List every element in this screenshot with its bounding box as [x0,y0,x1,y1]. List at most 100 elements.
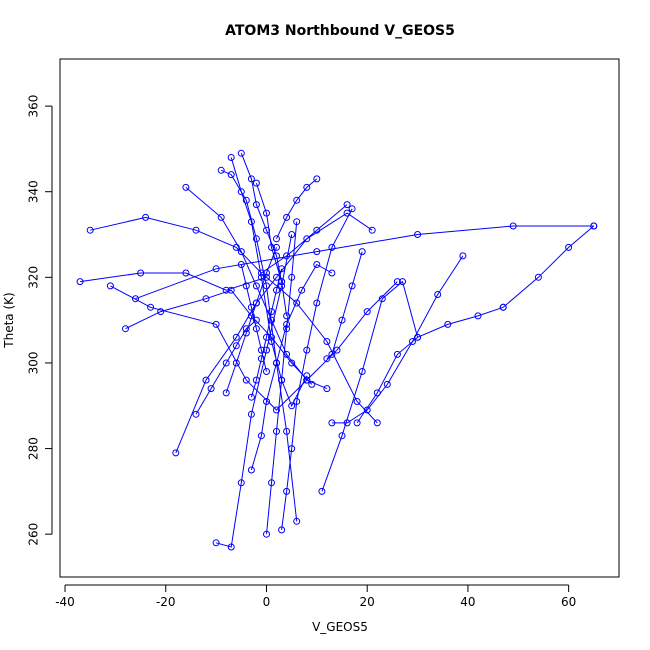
data-point [247,393,255,401]
data-point [227,171,235,179]
data-point [368,226,376,234]
data-point [409,338,416,345]
data-point [303,346,311,354]
data-point [313,299,321,307]
data-point [232,333,240,341]
data-point [499,303,507,311]
data-point [358,368,366,375]
data-point [283,427,291,435]
data-point [232,342,240,350]
x-tick-label: 60 [561,595,576,609]
x-tick-label: -20 [156,595,176,609]
x-axis-label: V_GEOS5 [312,620,368,634]
data-point [303,183,311,191]
data-point [202,376,210,384]
y-tick-label: 260 [27,523,41,546]
data-point [509,222,517,230]
data-point [414,333,422,341]
data-point [257,346,265,354]
data-point [393,278,401,286]
data-point [378,295,386,303]
data-point [263,368,270,375]
y-tick-label: 360 [27,95,41,118]
x-tick-label: 40 [460,595,475,609]
data-point [283,325,291,333]
data-point [373,419,381,427]
data-point [268,316,275,324]
data-point [343,419,351,427]
data-point [263,226,270,234]
data-point [212,320,220,328]
data-point [348,282,356,290]
data-point [283,213,291,221]
data-point [273,235,280,243]
data-point [222,286,230,294]
data-point [308,380,316,388]
data-point [207,385,215,393]
y-tick-label: 280 [27,437,41,460]
plot-frame [59,58,620,578]
data-point [293,299,301,307]
series-line [250,263,333,471]
data-point [348,205,356,213]
data-point [263,333,270,341]
data-point [157,308,165,316]
y-tick-label: 300 [27,351,41,374]
data-point [268,479,275,487]
data-point [268,308,275,316]
data-point [263,269,270,277]
data-point [247,303,255,311]
data-point [278,278,286,286]
data-point [237,188,245,196]
data-point [298,286,306,294]
data-point [192,410,200,418]
data-point [137,269,145,277]
data-point [263,209,270,217]
data-point [227,154,235,161]
series-line [326,251,363,360]
data-point [212,539,220,547]
y-tick-label: 340 [27,180,41,203]
data-point [217,213,225,221]
data-point [328,269,336,277]
chart-title: ATOM3 Northbound V_GEOS5 [225,23,455,39]
data-point [278,265,286,273]
data-point [106,282,114,290]
series-line [221,169,298,522]
data-point [202,295,210,303]
y-tick-label: 320 [27,266,41,289]
data-point [565,243,573,251]
y-axis-label: Theta (K) [2,292,16,348]
data-point [247,175,255,183]
series-line [250,268,283,398]
data-point [278,526,286,534]
data-point [147,303,155,311]
data-point [343,201,351,209]
series-line [240,264,267,372]
data-point [293,517,301,525]
data-point [268,243,275,251]
data-point [237,479,245,487]
data-point [434,291,442,298]
data-point [222,389,230,397]
data-point [252,325,260,333]
series-line [356,306,504,424]
data-point [358,248,366,256]
series-line [185,187,328,390]
series-line [321,280,419,492]
data-point [76,278,84,286]
series-line [175,212,373,454]
data-point [252,235,260,243]
data-point [242,329,250,337]
data-point [293,218,301,226]
data-point [217,166,225,174]
data-point [288,359,296,367]
data-point [373,389,381,397]
data-point [393,350,401,358]
data-point [247,410,255,418]
series-line [135,225,594,300]
data-point [212,265,220,273]
data-point [328,419,336,427]
data-point [333,346,341,354]
